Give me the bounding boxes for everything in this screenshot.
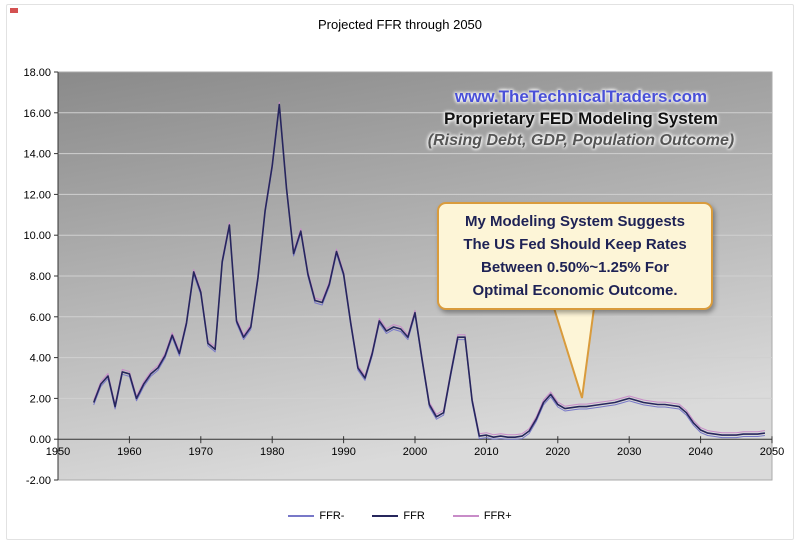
svg-text:1970: 1970 bbox=[189, 446, 213, 458]
svg-text:1960: 1960 bbox=[117, 446, 141, 458]
svg-text:2.00: 2.00 bbox=[30, 393, 51, 405]
svg-text:16.00: 16.00 bbox=[23, 108, 51, 120]
svg-text:10.00: 10.00 bbox=[23, 230, 51, 242]
svg-text:0.00: 0.00 bbox=[30, 434, 51, 446]
red-corner-mark bbox=[10, 8, 18, 13]
callout-tail bbox=[552, 307, 596, 399]
legend-item-ffr-minus: FFR- bbox=[288, 510, 344, 522]
legend-label-ffr-plus: FFR+ bbox=[483, 510, 512, 522]
svg-text:2050: 2050 bbox=[760, 446, 784, 458]
svg-text:2010: 2010 bbox=[474, 446, 498, 458]
svg-text:1990: 1990 bbox=[331, 446, 355, 458]
callout-line: Optimal Economic Outcome. bbox=[472, 282, 678, 299]
legend-line-ffr-plus bbox=[452, 515, 479, 517]
callout-line: My Modeling System Suggests bbox=[464, 213, 686, 230]
svg-text:18.00: 18.00 bbox=[23, 67, 51, 79]
annotation-callout: My Modeling System Suggests The US Fed S… bbox=[437, 202, 713, 310]
callout-line: Between 0.50%~1.25% For bbox=[480, 259, 669, 276]
legend-label-ffr: FFR bbox=[403, 510, 425, 522]
svg-text:1980: 1980 bbox=[260, 446, 284, 458]
svg-text:2030: 2030 bbox=[617, 446, 641, 458]
callout-line: The US Fed Should Keep Rates bbox=[463, 236, 687, 253]
svg-text:2000: 2000 bbox=[403, 446, 427, 458]
svg-text:-2.00: -2.00 bbox=[26, 475, 51, 487]
legend-line-ffr bbox=[372, 515, 399, 517]
chart-title: Projected FFR through 2050 bbox=[317, 17, 483, 32]
legend-line-ffr-minus bbox=[288, 515, 315, 517]
legend-label-ffr-minus: FFR- bbox=[319, 510, 345, 522]
svg-text:4.00: 4.00 bbox=[30, 353, 51, 365]
legend-item-ffr-plus: FFR+ bbox=[452, 510, 512, 522]
legend-item-ffr: FFR bbox=[372, 510, 425, 522]
svg-text:2020: 2020 bbox=[546, 446, 570, 458]
svg-text:14.00: 14.00 bbox=[23, 149, 51, 161]
chart-legend: FFR- FFR FFR+ bbox=[0, 510, 800, 522]
watermark-block: www.TheTechnicalTraders.com Proprietary … bbox=[416, 86, 746, 152]
svg-text:12.00: 12.00 bbox=[23, 189, 51, 201]
svg-text:2040: 2040 bbox=[688, 446, 712, 458]
svg-text:6.00: 6.00 bbox=[30, 312, 51, 324]
svg-text:8.00: 8.00 bbox=[30, 271, 51, 283]
model-subtitle: Proprietary FED Modeling System bbox=[444, 109, 718, 128]
brand-text: www.TheTechnicalTraders.com bbox=[454, 87, 708, 106]
model-subnote: (Rising Debt, GDP, Population Outcome) bbox=[427, 132, 735, 149]
